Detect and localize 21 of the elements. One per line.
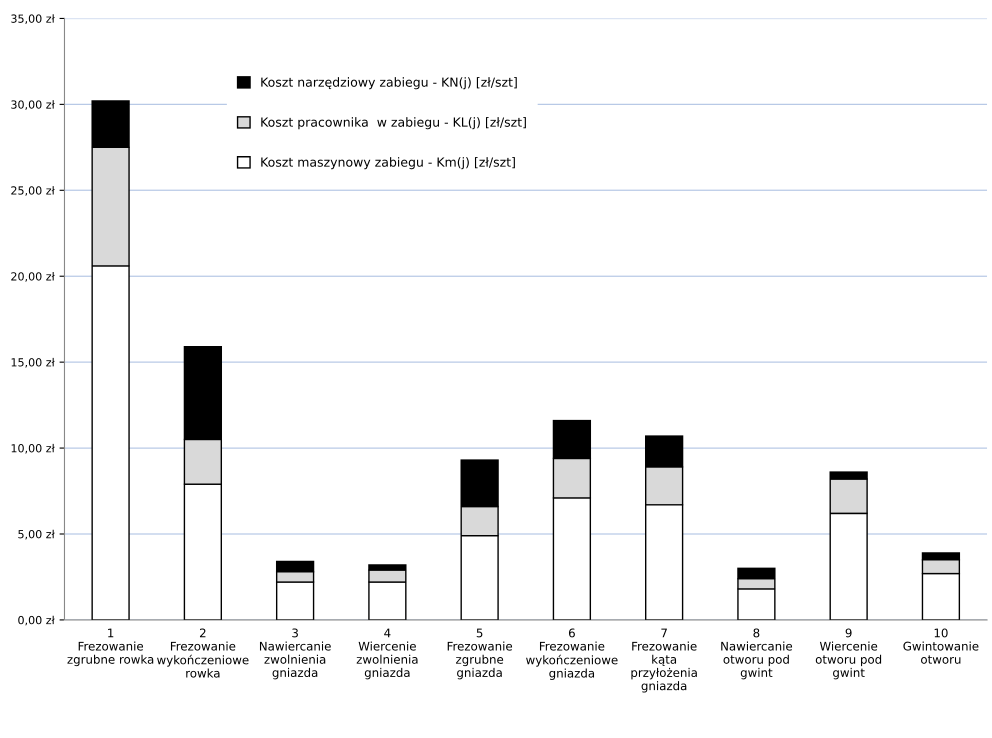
y-tick-label: 10,00 zł bbox=[12, 444, 55, 454]
y-tick-label: 20,00 zł bbox=[11, 272, 55, 282]
legend-label: Koszt pracownika w zabiegu - KL(j) [zł/szt] bbox=[261, 117, 526, 130]
x-tick-label: 1 Frezowanie zgrubne rowka bbox=[67, 628, 154, 666]
y-tick-label: 30,00 zł bbox=[11, 100, 55, 110]
legend-label: Koszt narzędziowy zabiegu - KN(j) [zł/szt] bbox=[261, 77, 517, 90]
legend-label: Koszt maszynowy zabiegu - Km(j) [zł/szt] bbox=[261, 157, 515, 170]
x-tick-label: 2 Frezowanie wykończeniowe rowka bbox=[157, 628, 249, 678]
x-tick-label: 5 Frezowanie zgrubne gniazda bbox=[448, 628, 512, 680]
x-tick-label: 7 Frezowanie kąta przyłożenia gniazda bbox=[631, 628, 697, 693]
x-tick-label: 10 Gwintowanie otworu bbox=[903, 628, 978, 664]
x-tick-label: 9 Wiercenie otworu pod gwint bbox=[816, 628, 882, 680]
x-tick-label: 3 Nawiercanie zwolnienia gniazda bbox=[260, 628, 331, 680]
y-tick-label: 0,00 zł bbox=[18, 616, 55, 626]
y-tick-label: 35,00 zł bbox=[11, 14, 55, 24]
y-tick-label: 15,00 zł bbox=[12, 358, 55, 368]
y-tick-label: 25,00 zł bbox=[11, 186, 55, 196]
x-tick-label: 6 Frezowanie wykończeniowe gniazda bbox=[526, 628, 618, 680]
x-tick-label: 8 Nawiercanie otworu pod gwint bbox=[721, 628, 792, 680]
x-tick-label: 4 Wiercenie zwolnienia gniazda bbox=[356, 628, 418, 680]
y-tick-label: 5,00 zł bbox=[18, 530, 55, 540]
